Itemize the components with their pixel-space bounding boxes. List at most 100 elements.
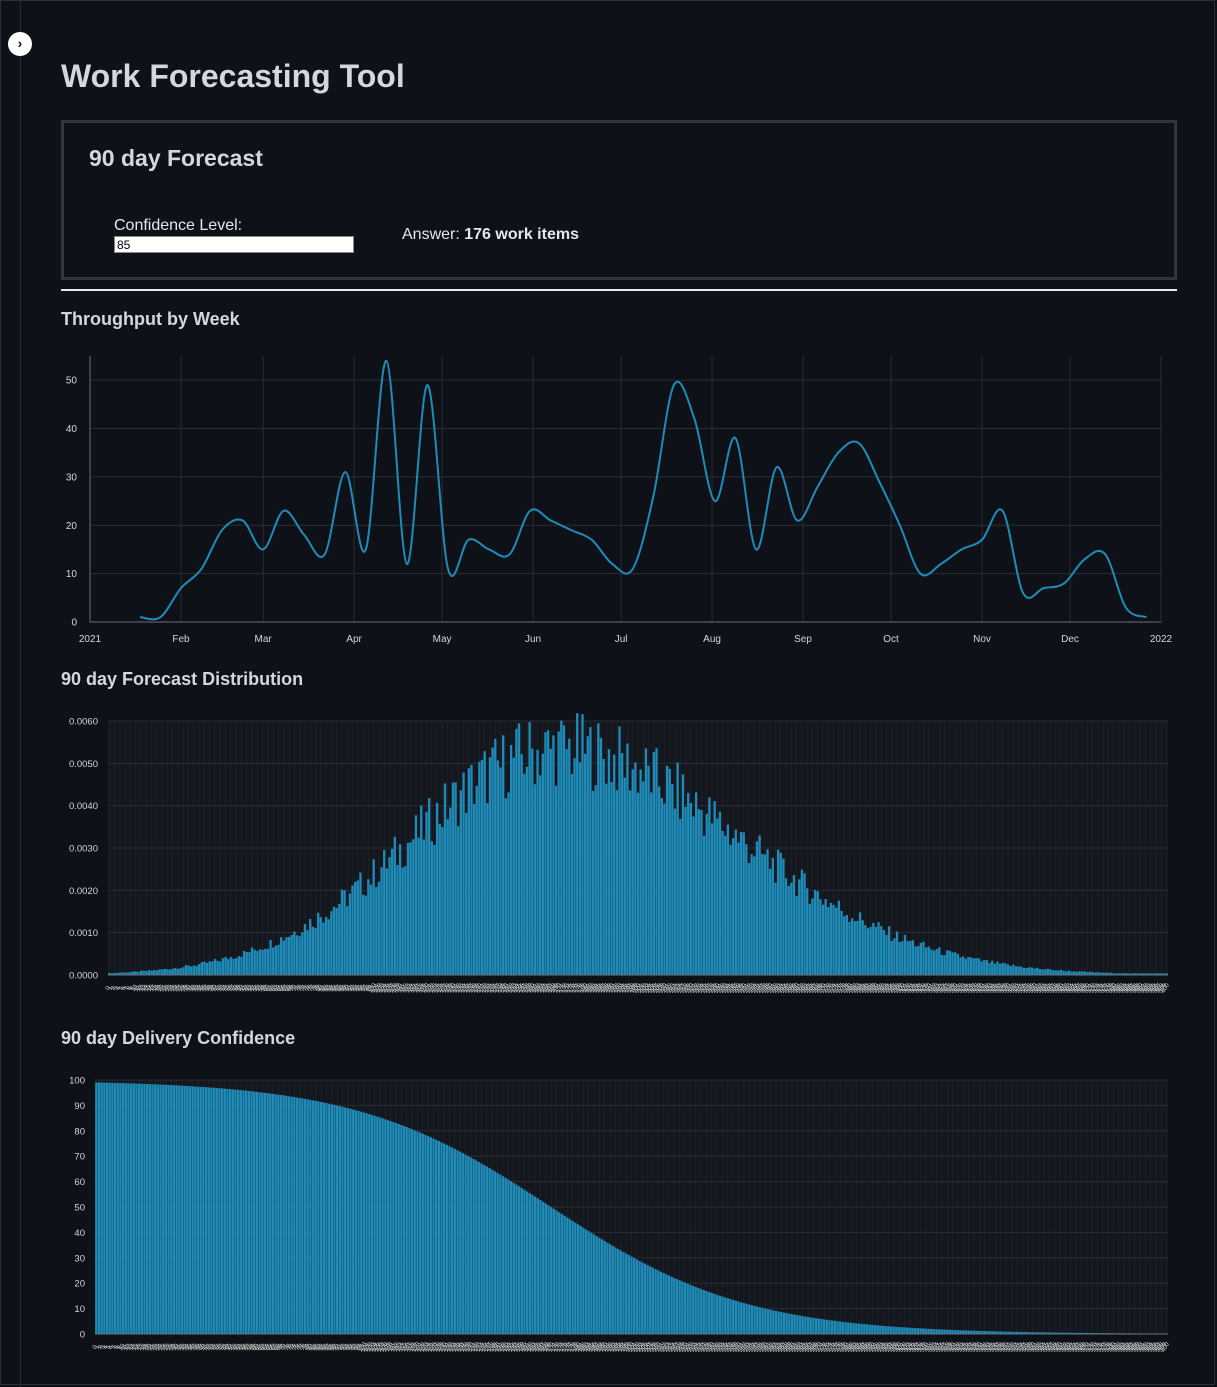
x-tick-label: 287 xyxy=(862,982,873,994)
distribution-bar xyxy=(895,931,899,975)
x-tick-label: 206 xyxy=(648,982,659,994)
confidence-bar xyxy=(1002,1331,1005,1334)
distribution-bar xyxy=(1131,973,1134,975)
x-tick-label: 129 xyxy=(444,982,455,994)
distribution-bar xyxy=(774,882,777,975)
x-tick-label: 283 xyxy=(851,982,862,994)
x-tick-label: 122 xyxy=(417,1341,428,1353)
x-tick-label: 15 xyxy=(144,984,153,993)
x-tick-label: 56 xyxy=(241,1343,250,1352)
x-tick-label: 276 xyxy=(833,982,844,994)
x-tick-label: 24 xyxy=(155,1343,164,1352)
confidence-bar xyxy=(263,1092,267,1334)
distribution-bar xyxy=(961,956,965,975)
confidence-bar xyxy=(980,1330,984,1334)
x-tick-label: 97 xyxy=(351,1343,360,1352)
x-tick-label: 171 xyxy=(555,982,566,994)
distribution-bar xyxy=(245,951,248,975)
x-tick-label: 14 xyxy=(141,984,150,993)
distribution-bar xyxy=(642,781,645,975)
confidence-bar xyxy=(167,1084,170,1334)
x-tick-label: 119 xyxy=(409,1341,419,1353)
confidence-bar xyxy=(389,1121,392,1334)
x-tick-label: 360 xyxy=(1054,1341,1065,1353)
confidence-bar xyxy=(236,1089,240,1334)
confidence-bar xyxy=(416,1131,419,1334)
confidence-bar xyxy=(814,1318,818,1334)
x-tick-label: 190 xyxy=(599,1341,610,1353)
confidence-bar xyxy=(908,1327,911,1334)
confidence-bar xyxy=(472,1159,475,1334)
x-tick-label: 352 xyxy=(1032,1341,1043,1353)
x-tick-label: 120 xyxy=(411,1341,422,1353)
confidence-bar xyxy=(269,1093,272,1334)
x-tick-label: 310 xyxy=(923,982,934,994)
x-tick-label: 225 xyxy=(698,982,709,994)
x-tick-label: 313 xyxy=(928,1341,939,1353)
distribution-bar xyxy=(544,732,547,975)
confidence-bar xyxy=(911,1327,914,1334)
y-tick-label: 0.0000 xyxy=(69,971,98,982)
x-tick-label: 110 xyxy=(385,1341,395,1353)
distribution-bar xyxy=(573,758,576,975)
x-tick-label: 377 xyxy=(1099,1341,1110,1353)
x-tick-label: 345 xyxy=(1015,982,1026,994)
x-tick-label: 95 xyxy=(355,984,364,993)
x-tick-label: 51 xyxy=(239,984,248,993)
x-tick-label: 198 xyxy=(627,982,638,994)
x-tick-label: 203 xyxy=(634,1341,645,1353)
confidence-bar xyxy=(558,1212,561,1334)
x-tick-label: 252 xyxy=(765,1341,776,1353)
x-tick-label: 134 xyxy=(458,982,469,994)
x-tick-label: 2021 xyxy=(79,634,102,645)
x-tick-label: 168 xyxy=(540,1341,551,1353)
x-tick-label: 99 xyxy=(366,984,375,993)
confidence-bar xyxy=(1066,1332,1069,1334)
x-tick-label: 106 xyxy=(374,1341,385,1353)
confidence-input[interactable] xyxy=(114,236,354,253)
x-tick-label: 265 xyxy=(804,982,815,994)
distribution-bar xyxy=(877,922,880,975)
x-tick-label: 371 xyxy=(1084,982,1095,994)
x-tick-label: 137 xyxy=(465,982,476,994)
confidence-bar xyxy=(509,1181,513,1334)
confidence-bar xyxy=(584,1229,588,1334)
x-tick-label: 200 xyxy=(626,1341,637,1353)
x-tick-label: 8 xyxy=(126,985,133,991)
sidebar-toggle-chevron-icon[interactable]: › xyxy=(8,32,32,56)
distribution-bar xyxy=(108,972,111,975)
confidence-bar xyxy=(536,1198,540,1334)
distribution-bar xyxy=(1030,967,1034,975)
x-tick-label: 162 xyxy=(524,1341,535,1353)
x-tick-label: 394 xyxy=(1145,982,1156,994)
x-tick-label: 207 xyxy=(651,982,662,994)
x-tick-label: 130 xyxy=(438,1341,449,1353)
distribution-bar xyxy=(435,802,439,975)
distribution-bar xyxy=(1065,971,1068,975)
confidence-bar xyxy=(670,1276,673,1334)
x-tick-label: 2022 xyxy=(1150,634,1173,645)
y-tick-label: 20 xyxy=(74,1279,85,1290)
x-tick-label: 309 xyxy=(920,982,931,994)
x-tick-label: Sep xyxy=(794,634,812,645)
x-tick-label: 369 xyxy=(1078,1341,1089,1353)
x-tick-label: 50 xyxy=(225,1343,234,1352)
confidence-bar xyxy=(162,1084,165,1334)
x-tick-label: 359 xyxy=(1052,982,1063,994)
x-tick-label: 77 xyxy=(308,984,317,993)
distribution-bar xyxy=(221,958,225,975)
confidence-bar xyxy=(946,1329,949,1334)
x-tick-label: 244 xyxy=(743,1341,754,1353)
x-tick-label: 308 xyxy=(918,982,929,994)
confidence-bar xyxy=(421,1133,424,1334)
x-tick-label: 33 xyxy=(191,984,200,993)
distribution-bar xyxy=(348,893,352,975)
x-tick-label: 222 xyxy=(684,1341,695,1353)
x-tick-label: 100 xyxy=(368,982,379,994)
confidence-bar xyxy=(357,1110,360,1334)
confidence-bar xyxy=(145,1083,149,1334)
distribution-bar xyxy=(636,792,640,975)
confidence-bar xyxy=(247,1090,251,1334)
confidence-bar xyxy=(520,1187,523,1334)
distribution-bar xyxy=(549,748,552,975)
